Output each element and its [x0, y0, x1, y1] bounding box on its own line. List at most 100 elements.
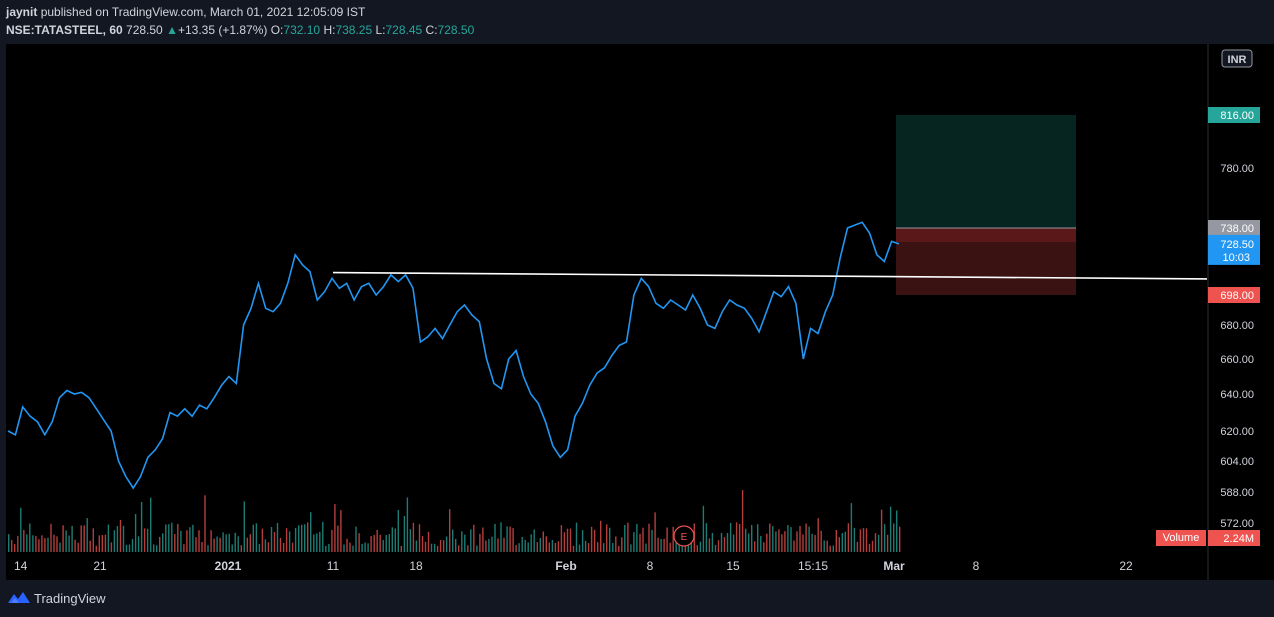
symbol-label: NSE:TATASTEEL, 60 — [6, 23, 123, 37]
volume-bar — [110, 542, 113, 552]
volume-bar — [485, 540, 487, 552]
volume-bar — [225, 534, 227, 552]
time-tick-label: Feb — [555, 559, 576, 573]
volume-bar — [134, 514, 137, 552]
publish-info: published on TradingView.com, March 01, … — [40, 5, 366, 19]
volume-bar — [74, 539, 76, 552]
volume-bar — [439, 540, 442, 552]
volume-bar — [249, 534, 251, 552]
volume-bar — [609, 527, 611, 552]
volume-bar — [86, 518, 88, 552]
volume-bar — [285, 528, 288, 552]
plot-area[interactable]: E — [6, 44, 1208, 580]
horizontal-trend-line[interactable] — [332, 271, 1208, 280]
volume-bar — [424, 541, 427, 552]
volume-bar — [687, 539, 689, 552]
volume-bar — [829, 545, 831, 552]
volume-bar — [488, 538, 490, 552]
volume-bar — [50, 523, 52, 552]
volume-bar — [47, 537, 49, 552]
volume-bar — [41, 535, 43, 552]
time-tick-label: 8 — [647, 559, 654, 573]
volume-bar — [754, 541, 756, 552]
price-axis-labels: 572.00 588.00 604.00 620.00 640.00 660.00 680.… — [1207, 44, 1260, 580]
volume-bar — [165, 524, 167, 552]
time-tick-label: 11 — [327, 559, 340, 573]
target-price-tag — [1208, 107, 1260, 123]
volume-bar — [59, 542, 61, 552]
volume-bar — [14, 544, 16, 552]
volume-bar — [316, 533, 318, 552]
volume-bar — [53, 534, 55, 552]
volume-bar — [732, 534, 735, 552]
volume-bar — [726, 533, 729, 552]
entry-zone[interactable] — [896, 228, 1076, 242]
tradingview-brand[interactable]: TradingView — [34, 591, 106, 606]
volume-bar — [476, 545, 478, 552]
volume-bar — [603, 543, 605, 552]
currency-badge[interactable]: INR — [1221, 49, 1253, 68]
price-axis[interactable]: 572.00 588.00 604.00 620.00 640.00 660.00 680.… — [1207, 44, 1274, 580]
volume-bar — [883, 524, 886, 552]
volume-bar — [569, 528, 572, 552]
volume-bar — [26, 534, 28, 552]
volume-bar — [711, 532, 714, 552]
volume-bar — [231, 544, 233, 552]
volume-bar — [291, 542, 294, 552]
volume-bar — [403, 516, 406, 552]
volume-bar — [143, 528, 146, 552]
volume-bar — [615, 536, 617, 552]
volume-bar — [699, 541, 702, 552]
volume-bar — [17, 536, 19, 552]
volume-bar — [195, 537, 197, 552]
volume-bar — [524, 540, 526, 552]
volume-bar — [590, 526, 593, 552]
volume-bar — [853, 527, 856, 552]
volume-bar — [769, 523, 771, 552]
volume-bar — [820, 530, 822, 552]
volume-bar — [159, 536, 161, 552]
target-zone[interactable] — [896, 115, 1076, 228]
volume-bar — [633, 532, 635, 552]
volume-bar — [491, 536, 493, 552]
earnings-marker[interactable]: E — [673, 525, 695, 547]
volume-bar — [624, 525, 626, 552]
stop-zone[interactable] — [896, 242, 1076, 295]
volume-bar — [304, 524, 306, 552]
volume-bar — [237, 536, 239, 552]
volume-bar — [412, 522, 415, 552]
price-tick-label: 588.00 — [1220, 487, 1254, 499]
volume-bar — [548, 542, 550, 552]
volume-bar — [790, 527, 792, 552]
price-line[interactable] — [7, 221, 900, 490]
volume-bar — [95, 545, 97, 552]
entry-price-label: 738.00 — [1220, 223, 1254, 235]
author-name[interactable]: jaynit — [6, 5, 38, 19]
volume-bar — [119, 519, 122, 552]
volume-bar — [364, 542, 366, 552]
target-price-label: 816.00 — [1220, 110, 1254, 122]
volume-bar — [847, 523, 850, 552]
volume-bar — [307, 522, 309, 552]
volume-bar — [515, 545, 517, 552]
time-tick-label: 15 — [726, 559, 740, 573]
price-chart[interactable]: E — [6, 44, 1208, 580]
volume-bar — [168, 524, 170, 552]
tradingview-logo-icon[interactable] — [7, 591, 31, 605]
volume-bar — [506, 526, 508, 552]
volume-bar — [201, 542, 203, 552]
volume-bar — [536, 542, 538, 552]
volume-bar — [554, 543, 557, 552]
volume-bar — [445, 536, 448, 552]
volume-bar — [400, 546, 402, 552]
volume-bar — [32, 535, 34, 552]
volume-bar — [394, 528, 396, 552]
volume-bar — [252, 524, 254, 552]
time-axis[interactable]: 14 21 2021 11 18 Feb 8 15 15:15 Mar 8 22 — [6, 554, 1207, 580]
volume-bar — [258, 543, 261, 552]
volume-bar — [427, 531, 430, 552]
volume-bar — [367, 543, 369, 552]
volume-bar — [415, 540, 418, 552]
volume-bar — [841, 533, 843, 552]
volume-bar — [137, 536, 140, 552]
